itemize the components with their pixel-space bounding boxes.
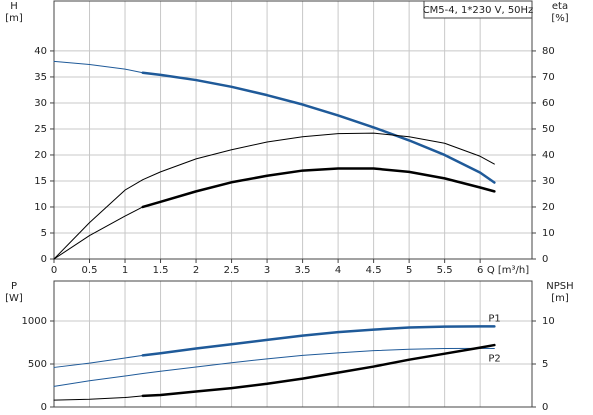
x-tick-label: 3.5 bbox=[295, 265, 311, 276]
y2-tick-label: 10 bbox=[542, 228, 555, 239]
x-tick-label: 4.5 bbox=[366, 265, 382, 276]
curve bbox=[141, 71, 496, 184]
y2-tick-label: 40 bbox=[542, 150, 555, 161]
y-tick-label: 0 bbox=[41, 254, 47, 265]
curve bbox=[53, 206, 144, 260]
y-axis-label: [W] bbox=[5, 293, 23, 304]
y-tick-label: 500 bbox=[28, 359, 47, 370]
y2-tick-label: 10 bbox=[542, 316, 555, 327]
y2-axis-label: NPSH bbox=[546, 281, 573, 292]
title-box bbox=[423, 0, 533, 19]
y2-axis-label: [%] bbox=[551, 13, 568, 24]
y-tick-label: 30 bbox=[34, 98, 47, 109]
y2-tick-label: 0 bbox=[542, 402, 548, 413]
y2-tick-label: 50 bbox=[542, 124, 555, 135]
y-tick-label: 15 bbox=[34, 176, 47, 187]
curve bbox=[53, 354, 144, 368]
y2-axis-label: eta bbox=[552, 1, 568, 12]
curve bbox=[141, 343, 496, 398]
x-tick-label: 6 bbox=[477, 265, 483, 276]
curve bbox=[53, 347, 495, 387]
curve-label: P1 bbox=[488, 313, 500, 324]
x-tick-label: 5.5 bbox=[437, 265, 453, 276]
x-axis-label: Q [m³/h] bbox=[487, 265, 529, 276]
curve-label: P2 bbox=[488, 354, 500, 365]
x-tick-label: 0 bbox=[51, 265, 57, 276]
y2-tick-label: 20 bbox=[542, 202, 555, 213]
y2-axis-label: [m] bbox=[551, 293, 569, 304]
x-tick-label: 1 bbox=[122, 265, 128, 276]
y-tick-label: 0 bbox=[41, 402, 47, 413]
y2-tick-label: 30 bbox=[542, 176, 555, 187]
x-tick-label: 5 bbox=[406, 265, 412, 276]
y-tick-label: 1000 bbox=[22, 316, 47, 327]
y-axis-label: P bbox=[11, 281, 17, 292]
curve bbox=[141, 325, 496, 357]
plot-frame bbox=[53, 0, 533, 260]
chart-title: CM5-4, 1*230 V, 50Hz bbox=[423, 5, 534, 16]
y2-tick-label: 5 bbox=[542, 359, 548, 370]
y-axis-label: [m] bbox=[5, 13, 23, 24]
y-axis-label: H bbox=[10, 1, 18, 12]
y2-tick-label: 80 bbox=[542, 46, 555, 57]
x-tick-label: 1.5 bbox=[153, 265, 169, 276]
curve bbox=[53, 60, 144, 74]
x-tick-label: 2 bbox=[193, 265, 199, 276]
y2-tick-label: 60 bbox=[542, 98, 555, 109]
plot-frame bbox=[53, 280, 533, 408]
y2-tick-label: 70 bbox=[542, 72, 555, 83]
y-tick-label: 35 bbox=[34, 72, 47, 83]
y-tick-label: 25 bbox=[34, 124, 47, 135]
curve bbox=[53, 132, 495, 260]
curve bbox=[141, 167, 496, 209]
curve bbox=[53, 395, 144, 401]
y-tick-label: 10 bbox=[34, 202, 47, 213]
y2-tick-label: 0 bbox=[542, 254, 548, 265]
y-tick-label: 40 bbox=[34, 46, 47, 57]
x-tick-label: 2.5 bbox=[224, 265, 240, 276]
x-tick-label: 3 bbox=[264, 265, 270, 276]
x-tick-label: 0.5 bbox=[82, 265, 98, 276]
x-tick-label: 4 bbox=[335, 265, 341, 276]
y-tick-label: 5 bbox=[41, 228, 47, 239]
y-tick-label: 20 bbox=[34, 150, 47, 161]
